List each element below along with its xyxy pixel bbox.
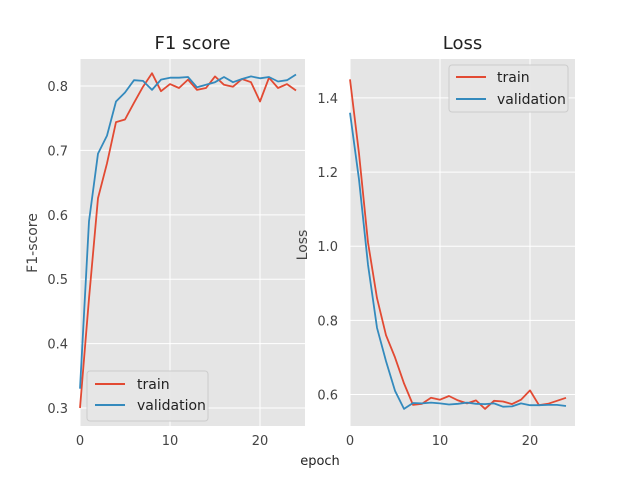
loss-grid — [349, 59, 575, 426]
loss-y-axis-label: Loss — [295, 230, 311, 261]
loss-y-tick-label: 0.6 — [317, 388, 338, 403]
f1-series-lines — [79, 72, 297, 409]
f1-x-tick-label: 10 — [162, 434, 179, 449]
loss-series-lines — [349, 79, 567, 410]
loss-x-tick-label: 0 — [346, 434, 354, 449]
f1-legend-train-label: train — [137, 377, 170, 393]
loss-legend-train-label: train — [497, 70, 530, 86]
f1-score-chart: 0 10 20 0.3 0.4 0.5 0.6 0.7 0.8 F1 score F1-scor… — [25, 33, 305, 449]
f1-chart-title: F1 score — [155, 33, 231, 54]
f1-tick-labels: 0 10 20 0.3 0.4 0.5 0.6 0.7 0.8 — [47, 80, 268, 449]
f1-legend-validation-label: validation — [137, 398, 206, 414]
f1-y-tick-label: 0.5 — [47, 273, 68, 288]
loss-x-tick-label: 20 — [522, 434, 539, 449]
loss-tick-labels: 0 10 20 0.6 0.8 1.0 1.2 1.4 — [317, 92, 538, 449]
f1-legend: train validation — [86, 370, 209, 422]
f1-y-tick-label: 0.7 — [47, 144, 68, 159]
loss-x-tick-label: 10 — [432, 434, 449, 449]
f1-x-tick-label: 0 — [76, 434, 84, 449]
f1-validation-line — [79, 73, 297, 389]
loss-y-tick-label: 1.0 — [317, 240, 338, 255]
loss-legend-validation-label: validation — [497, 92, 566, 108]
loss-y-tick-label: 1.2 — [317, 166, 338, 181]
loss-y-tick-label: 0.8 — [317, 314, 338, 329]
f1-grid — [79, 59, 305, 426]
f1-plot-area — [80, 59, 305, 426]
loss-validation-line — [349, 112, 567, 410]
loss-plot-area — [350, 59, 575, 426]
loss-y-tick-label: 1.4 — [317, 92, 338, 107]
loss-train-line — [349, 79, 567, 410]
loss-chart-title: Loss — [443, 33, 482, 54]
loss-legend: train validation — [448, 64, 569, 113]
f1-y-tick-label: 0.4 — [47, 338, 68, 353]
f1-y-axis-label: F1-score — [25, 213, 41, 273]
f1-y-tick-label: 0.3 — [47, 402, 68, 417]
loss-chart: 0 10 20 0.6 0.8 1.0 1.2 1.4 Loss Loss train val… — [295, 33, 575, 449]
f1-x-tick-label: 20 — [252, 434, 269, 449]
figure-x-axis-label: epoch — [300, 454, 340, 469]
f1-y-tick-label: 0.6 — [47, 209, 68, 224]
f1-y-tick-label: 0.8 — [47, 80, 68, 95]
f1-train-line — [79, 72, 297, 409]
